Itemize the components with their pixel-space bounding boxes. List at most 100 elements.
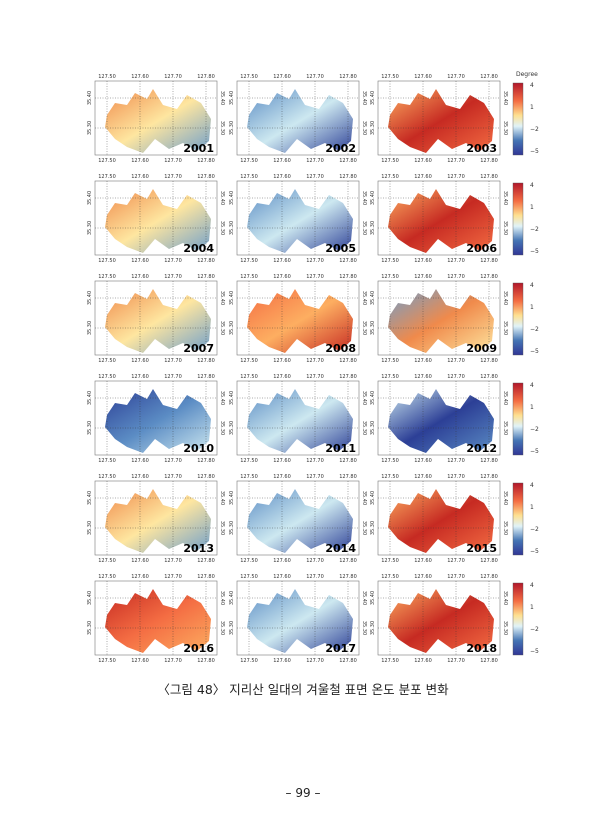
x-tick-label: 127.70	[447, 74, 465, 80]
x-tick-label: 127.80	[339, 74, 357, 80]
x-tick-label: 127.60	[414, 558, 432, 564]
x-tick-label: 127.70	[306, 574, 324, 580]
colorbar-label: −2	[530, 626, 539, 633]
x-tick-label: 127.60	[414, 658, 432, 664]
y-tick-label: 35.30	[502, 221, 508, 235]
y-tick-label: 35.40	[219, 391, 225, 405]
x-tick-label: 127.50	[98, 474, 116, 480]
x-tick-label: 127.80	[339, 458, 357, 464]
x-tick-label: 127.80	[480, 74, 498, 80]
y-tick-label: 35.30	[87, 521, 93, 535]
year-label: 2005	[325, 242, 356, 255]
map-area	[388, 289, 494, 353]
map-area	[247, 189, 353, 253]
y-tick-label: 35.40	[229, 591, 235, 605]
x-tick-label: 127.70	[306, 74, 324, 80]
x-tick-label: 127.60	[414, 258, 432, 264]
page-number: – 99 –	[286, 786, 321, 800]
colorbar-label: −2	[530, 126, 539, 133]
colorbar-label: 4	[530, 482, 534, 489]
colorbar-label: −5	[530, 648, 539, 655]
year-label: 2007	[183, 342, 214, 355]
x-tick-label: 127.80	[197, 574, 215, 580]
y-tick-label: 35.40	[229, 291, 235, 305]
x-tick-label: 127.60	[131, 258, 149, 264]
x-tick-label: 127.70	[447, 474, 465, 480]
map-area	[388, 489, 494, 553]
y-tick-label: 35.40	[219, 291, 225, 305]
colorbar-label: 1	[530, 404, 534, 411]
x-tick-label: 127.80	[480, 458, 498, 464]
colorbar-label: 4	[530, 182, 534, 189]
y-tick-label: 35.40	[87, 91, 93, 105]
x-tick-label: 127.50	[240, 458, 258, 464]
x-tick-label: 127.60	[414, 574, 432, 580]
y-tick-label: 35.40	[219, 491, 225, 505]
colorbar	[512, 182, 524, 256]
x-tick-label: 127.60	[414, 374, 432, 380]
y-tick-label: 35.30	[502, 321, 508, 335]
x-tick-label: 127.60	[273, 574, 291, 580]
x-tick-label: 127.80	[339, 258, 357, 264]
map-area	[247, 389, 353, 453]
y-tick-label: 35.40	[229, 191, 235, 205]
colorbar	[512, 282, 524, 356]
y-tick-label: 35.30	[361, 121, 367, 135]
y-tick-label: 35.30	[219, 521, 225, 535]
x-tick-label: 127.50	[240, 274, 258, 280]
y-tick-label: 35.30	[229, 421, 235, 435]
y-tick-label: 35.30	[219, 221, 225, 235]
x-tick-label: 127.60	[414, 274, 432, 280]
x-tick-label: 127.80	[197, 458, 215, 464]
y-tick-label: 35.30	[361, 321, 367, 335]
x-tick-label: 127.80	[197, 74, 215, 80]
x-tick-label: 127.60	[414, 174, 432, 180]
x-tick-label: 127.70	[164, 158, 182, 164]
x-tick-label: 127.50	[98, 374, 116, 380]
x-tick-label: 127.70	[164, 458, 182, 464]
x-tick-label: 127.50	[240, 358, 258, 364]
y-tick-label: 35.30	[87, 321, 93, 335]
x-tick-label: 127.50	[381, 274, 399, 280]
year-label: 2001	[183, 142, 214, 155]
y-tick-label: 35.30	[502, 521, 508, 535]
y-tick-label: 35.40	[219, 91, 225, 105]
x-tick-label: 127.80	[339, 358, 357, 364]
y-tick-label: 35.30	[502, 621, 508, 635]
map-area	[388, 189, 494, 253]
x-tick-label: 127.70	[306, 458, 324, 464]
x-tick-label: 127.70	[164, 474, 182, 480]
x-tick-label: 127.60	[414, 358, 432, 364]
x-tick-label: 127.50	[381, 474, 399, 480]
y-tick-label: 35.40	[87, 491, 93, 505]
x-tick-label: 127.50	[381, 558, 399, 564]
year-label: 2002	[325, 142, 356, 155]
year-label: 2014	[325, 542, 356, 555]
colorbar-label: −2	[530, 526, 539, 533]
map-area	[105, 589, 211, 653]
y-tick-label: 35.30	[219, 421, 225, 435]
x-tick-label: 127.80	[339, 574, 357, 580]
colorbar-label: −5	[530, 448, 539, 455]
x-tick-label: 127.50	[240, 558, 258, 564]
y-tick-label: 35.40	[87, 591, 93, 605]
x-tick-label: 127.60	[273, 374, 291, 380]
year-label: 2004	[183, 242, 214, 255]
x-tick-label: 127.50	[240, 158, 258, 164]
x-tick-label: 127.70	[164, 358, 182, 364]
y-tick-label: 35.40	[87, 391, 93, 405]
x-tick-label: 127.80	[197, 374, 215, 380]
map-area	[247, 489, 353, 553]
map-area	[247, 589, 353, 653]
x-tick-label: 127.50	[98, 558, 116, 564]
y-tick-label: 35.40	[87, 291, 93, 305]
year-label: 2010	[183, 442, 214, 455]
map-area	[247, 289, 353, 353]
x-tick-label: 127.50	[98, 458, 116, 464]
y-tick-label: 35.30	[502, 121, 508, 135]
colorbar-label: 1	[530, 104, 534, 111]
x-tick-label: 127.60	[131, 658, 149, 664]
y-tick-label: 35.40	[370, 491, 376, 505]
colorbar-label: −5	[530, 548, 539, 555]
y-tick-label: 35.40	[370, 191, 376, 205]
